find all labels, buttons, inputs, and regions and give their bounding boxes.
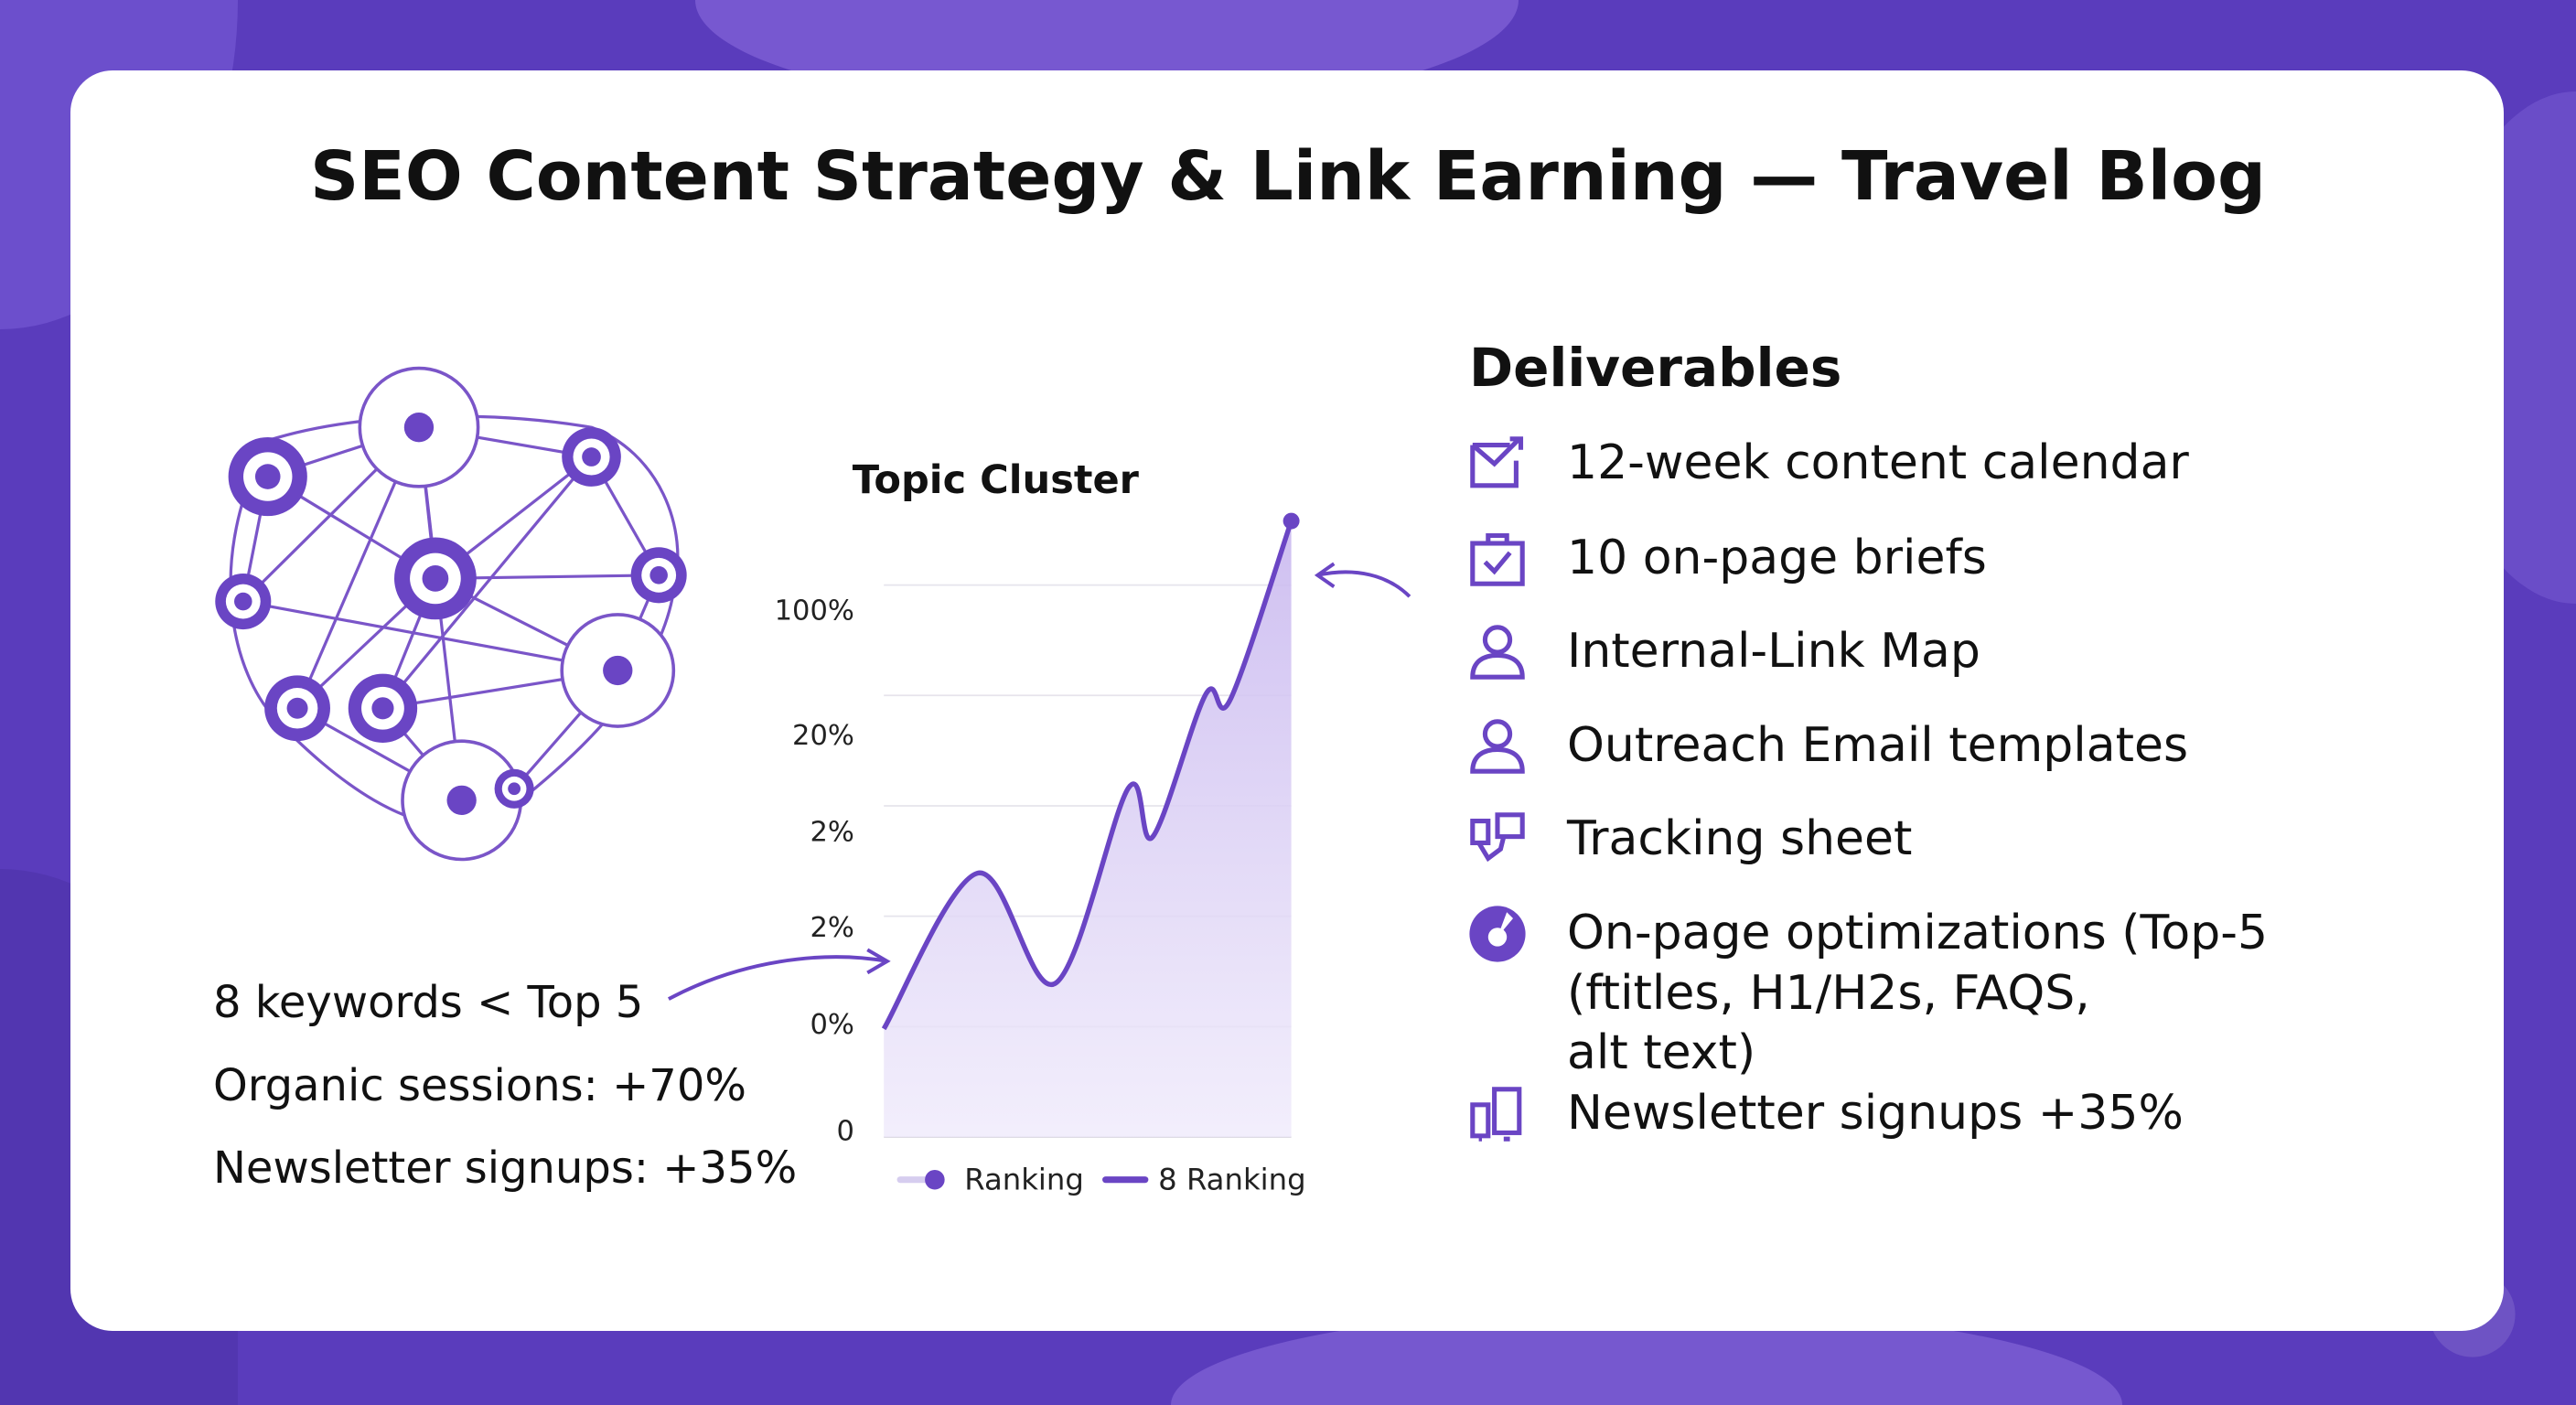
stat-organic-sessions: Organic sessions: +70% — [213, 1060, 746, 1111]
user-icon — [1470, 625, 1525, 680]
chart-legend: Ranking 8 Ranking — [896, 1162, 1306, 1196]
legend-label: Ranking — [964, 1162, 1084, 1196]
legend-label: 8 Ranking — [1158, 1162, 1306, 1196]
deliverable-item-line2: (ftitles, H1/H2s, FAQS, — [1567, 966, 2090, 1021]
deliverable-item: Outreach Email templates — [1567, 718, 2189, 773]
y-tick-label: 0% — [810, 1009, 853, 1041]
network-node — [508, 782, 521, 796]
briefcase-check-icon — [1470, 532, 1525, 586]
end-point-marker — [1283, 512, 1300, 530]
donut-icon — [1469, 906, 1526, 962]
devices-icon — [1470, 1087, 1522, 1142]
deliverable-item: Internal-Link Map — [1567, 624, 1980, 679]
user-icon — [1470, 719, 1525, 774]
network-node — [582, 447, 601, 467]
network-edge — [242, 599, 618, 672]
stat-newsletter: Newsletter signups: +35% — [213, 1142, 798, 1194]
network-node — [371, 697, 394, 720]
network-outline — [229, 414, 680, 828]
calendar-check-icon — [1470, 436, 1524, 488]
page-title: SEO Content Strategy & Link Earning — Tr… — [310, 137, 2266, 216]
network-node — [403, 413, 435, 443]
series-line — [881, 520, 1294, 1031]
network-node — [254, 464, 281, 489]
deliverables-heading: Deliverables — [1469, 337, 1842, 399]
y-tick-label: 2% — [810, 912, 853, 944]
legend-marker — [925, 1169, 945, 1190]
network-node — [649, 566, 668, 585]
y-tick-label: 100% — [775, 595, 854, 627]
chart-title: Topic Cluster — [853, 457, 1140, 503]
network-node — [603, 655, 633, 686]
deliverable-item: Newsletter signups +35% — [1567, 1086, 2184, 1141]
stat-keywords: 8 keywords < Top 5 — [213, 977, 644, 1028]
corner-badge — [2430, 1271, 2516, 1357]
network-node — [446, 785, 477, 816]
network-node — [234, 592, 252, 611]
area-fill — [884, 520, 1292, 1138]
deliverable-item: Tracking sheet — [1567, 811, 1913, 866]
y-tick-label: 20% — [792, 720, 854, 752]
tracking-icon — [1470, 812, 1525, 863]
y-tick-label: 0 — [836, 1116, 853, 1148]
y-tick-label: 2% — [810, 817, 853, 849]
deliverable-item: 10 on-page briefs — [1567, 531, 1987, 585]
network-node — [286, 697, 308, 719]
topic-network-graph — [215, 366, 687, 862]
deliverable-item: On-page optimizations (Top-5 — [1567, 906, 2269, 960]
arrow-to-chart-icon — [668, 948, 891, 1001]
arrow-to-peak-icon — [1314, 562, 1411, 598]
deliverable-item: 12-week content calendar — [1567, 435, 2189, 490]
deliverable-item-line3: alt text) — [1567, 1025, 1756, 1080]
network-node — [422, 565, 449, 592]
network-edge — [381, 456, 593, 710]
